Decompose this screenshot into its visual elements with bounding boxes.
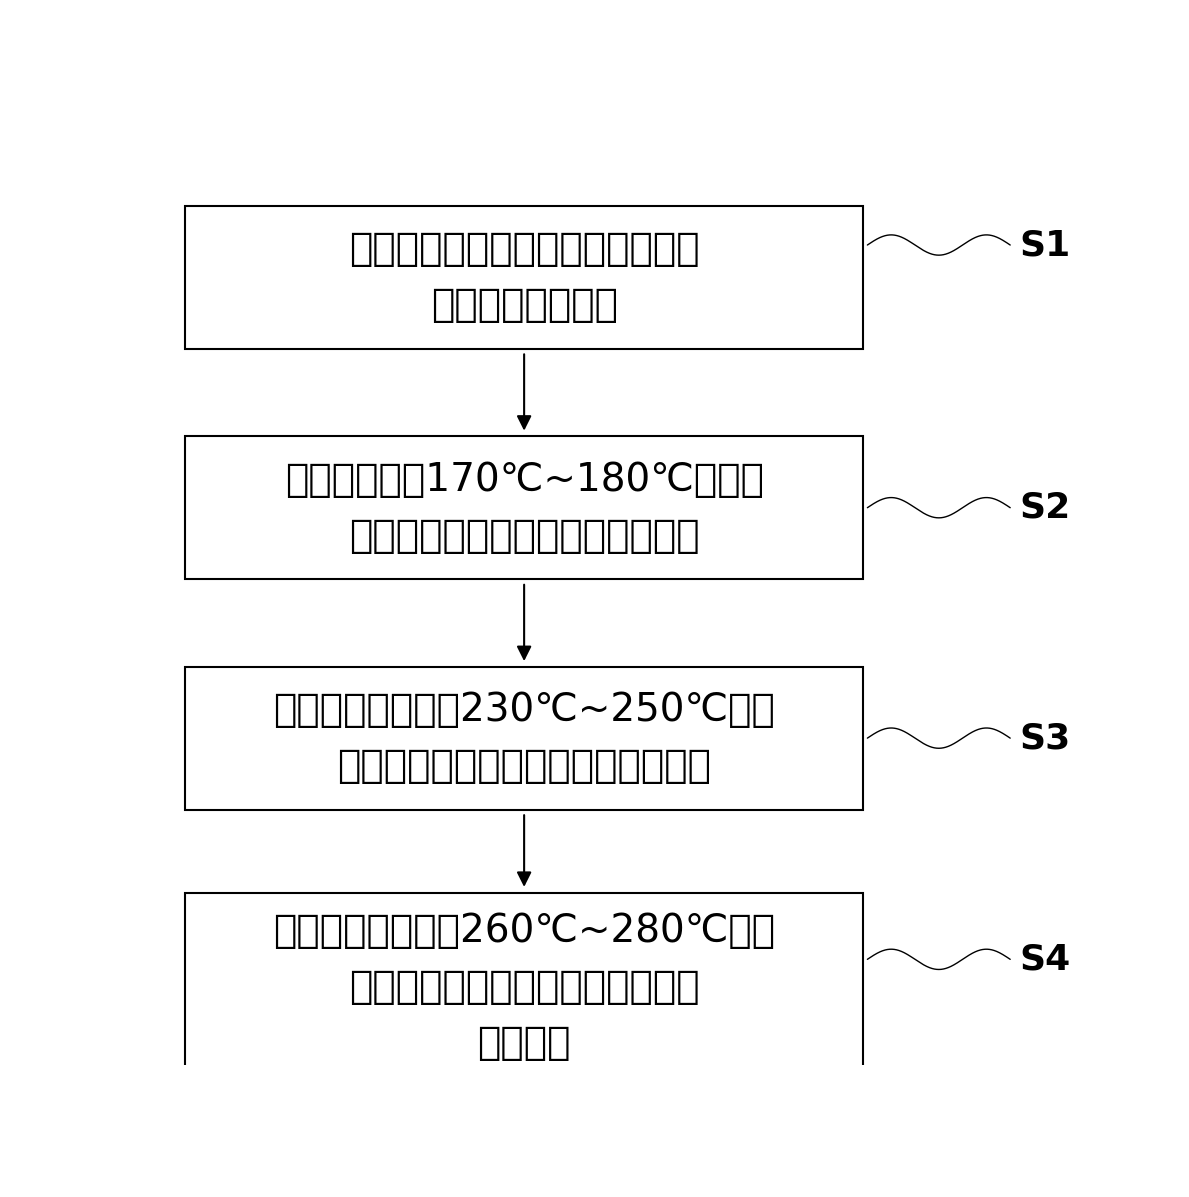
Text: 将脱水原料于170℃~180℃下进行
一段流化脱水，获得一段脱水粗品: 将脱水原料于170℃~180℃下进行 一段流化脱水，获得一段脱水粗品 [284, 461, 763, 554]
Text: S1: S1 [1019, 227, 1070, 262]
Text: 将二段脱水粗品于260℃~280℃下进
行三段流化脱水，获得镁稀土合金
电解原料: 将二段脱水粗品于260℃~280℃下进 行三段流化脱水，获得镁稀土合金 电解原料 [273, 912, 775, 1062]
Bar [185, 436, 863, 579]
Bar [185, 206, 863, 348]
Text: S3: S3 [1019, 721, 1070, 755]
Bar [185, 893, 863, 1081]
Text: S4: S4 [1019, 942, 1070, 977]
Bar [185, 667, 863, 809]
Text: 将一段脱水粗品于230℃~250℃下进
行二段流化脱水，获得二段脱水粗品: 将一段脱水粗品于230℃~250℃下进 行二段流化脱水，获得二段脱水粗品 [273, 691, 775, 785]
Text: 将水氯镁石与第一水合稀土氯化物
混合获得脱水原料: 将水氯镁石与第一水合稀土氯化物 混合获得脱水原料 [348, 230, 699, 324]
Text: S2: S2 [1019, 491, 1070, 524]
